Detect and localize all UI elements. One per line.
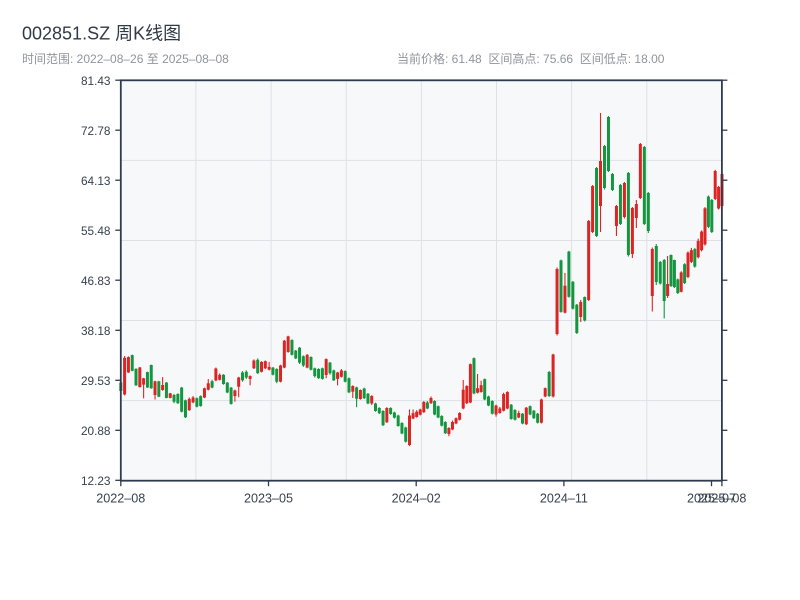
svg-text:2025–07: 2025–07: [687, 492, 736, 506]
svg-text:29.53: 29.53: [81, 374, 111, 388]
svg-text:38.18: 38.18: [81, 324, 111, 338]
svg-text:2022–08: 2022–08: [96, 492, 145, 506]
svg-text:2025–08: 2025–08: [697, 492, 746, 506]
svg-text:46.83: 46.83: [81, 274, 111, 288]
svg-text:时间范围: 2022–08–26 至 2025–08–08: 时间范围: 2022–08–26 至 2025–08–08: [22, 52, 229, 66]
svg-text:20.88: 20.88: [81, 424, 111, 438]
svg-text:55.48: 55.48: [81, 224, 111, 238]
svg-text:64.13: 64.13: [81, 174, 111, 188]
svg-text:72.78: 72.78: [81, 124, 111, 138]
svg-text:2024–02: 2024–02: [392, 492, 441, 506]
svg-text:当前价格: 61.48 区间高点: 75.66 区间低点: 当前价格: 61.48 区间高点: 75.66 区间低点: 18.00: [397, 51, 665, 66]
svg-text:2024–11: 2024–11: [540, 492, 588, 506]
svg-text:2023–05: 2023–05: [244, 492, 293, 506]
svg-text:12.23: 12.23: [81, 474, 111, 488]
svg-text:002851.SZ 周K线图: 002851.SZ 周K线图: [22, 24, 181, 44]
svg-text:81.43: 81.43: [81, 74, 111, 88]
